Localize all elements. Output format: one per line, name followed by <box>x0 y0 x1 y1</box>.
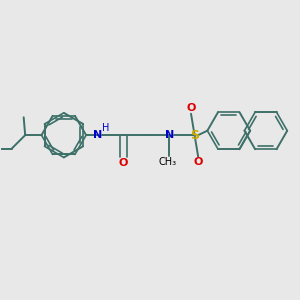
Text: O: O <box>186 103 196 113</box>
Text: O: O <box>118 158 128 168</box>
Text: H: H <box>102 123 109 133</box>
Text: O: O <box>194 157 203 167</box>
Text: N: N <box>93 130 103 140</box>
Text: S: S <box>190 129 199 142</box>
Text: CH₃: CH₃ <box>159 158 177 167</box>
Text: N: N <box>165 130 174 140</box>
